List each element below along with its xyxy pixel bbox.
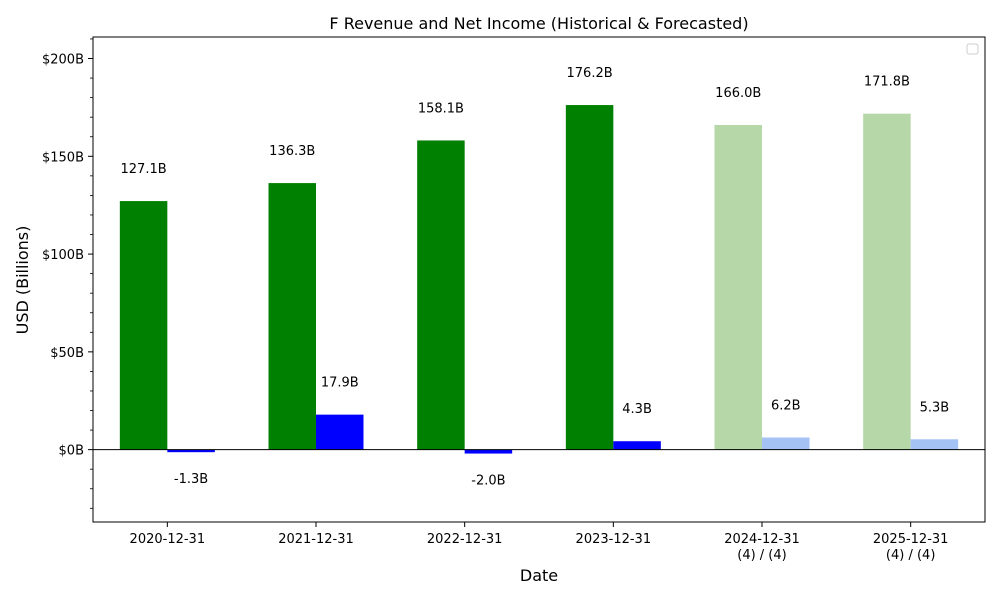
- x-tick-label-0-line-0: 2020-12-31: [130, 532, 206, 547]
- revenue-value-label-2: 158.1B: [418, 101, 464, 116]
- revenue-value-label-0: 127.1B: [121, 162, 167, 177]
- revenue-value-label-3: 176.2B: [567, 66, 613, 81]
- x-tick-label-5-line-1: (4) / (4): [886, 548, 935, 563]
- y-tick-label-2: $100B: [42, 248, 84, 263]
- y-tick-label-3: $150B: [42, 150, 84, 165]
- x-tick-label-4-line-1: (4) / (4): [737, 548, 786, 563]
- revenue-value-label-1: 136.3B: [269, 144, 315, 159]
- plot-frame: [92, 36, 986, 523]
- x-tick-label-1-line-0: 2021-12-31: [278, 532, 354, 547]
- x-tick-label-3-line-0: 2023-12-31: [576, 532, 652, 547]
- x-axis-label: Date: [520, 566, 558, 585]
- x-tick-label-5-line-0: 2025-12-31: [873, 532, 949, 547]
- revenue-bar-0: [119, 201, 168, 450]
- net-income-value-label-5: 5.3B: [920, 400, 950, 415]
- revenue-bar-1: [268, 183, 316, 450]
- x-tick-label-4-line-0: 2024-12-31: [724, 532, 800, 547]
- y-tick-label-0: $0B: [59, 444, 84, 459]
- revenue-bar-3: [565, 105, 614, 450]
- net-income-value-label-0: -1.3B: [174, 472, 208, 487]
- net-income-bar-2: [464, 449, 513, 454]
- net-income-bar-1: [316, 414, 364, 450]
- data-labels-layer: 127.1B -1.3B 136.3B 17.9B 158.1B -2.0B 176.2B 4…: [121, 66, 950, 488]
- revenue-bar-5: [863, 113, 911, 450]
- y-axis-label: USD (Billions): [13, 226, 32, 335]
- x-tick-label-2-line-0: 2022-12-31: [427, 532, 503, 547]
- legend-box: [966, 43, 979, 55]
- net-income-bar-0: [167, 449, 215, 453]
- axes-layer: 2020-12-31 2021-12-31 2022-12-31 2023-12-31…: [42, 38, 949, 563]
- revenue-value-label-5: 171.8B: [864, 75, 910, 90]
- net-income-bar-3: [613, 441, 661, 450]
- y-tick-label-4: $200B: [42, 53, 84, 68]
- net-income-value-label-3: 4.3B: [622, 402, 652, 417]
- revenue-value-label-4: 166.0B: [715, 86, 761, 101]
- net-income-bar-4: [762, 437, 810, 450]
- chart-title: F Revenue and Net Income (Historical & F…: [329, 14, 748, 33]
- revenue-bar-2: [417, 140, 465, 450]
- revenue-bar-4: [714, 125, 762, 450]
- bars-layer: [119, 105, 959, 454]
- net-income-value-label-1: 17.9B: [321, 376, 359, 391]
- y-tick-label-1: $50B: [50, 346, 84, 361]
- net-income-value-label-2: -2.0B: [471, 474, 505, 489]
- net-income-bar-5: [910, 439, 959, 450]
- net-income-value-label-4: 6.2B: [771, 399, 801, 414]
